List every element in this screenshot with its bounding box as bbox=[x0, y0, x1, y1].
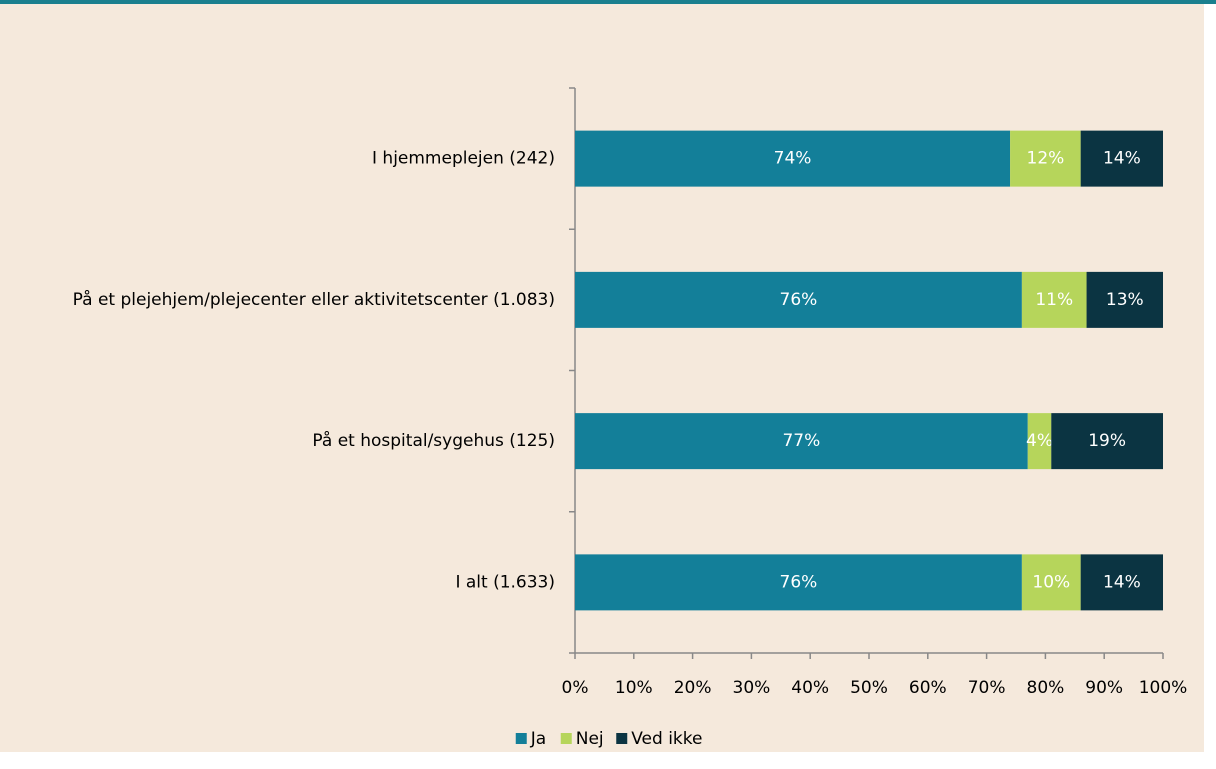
data-label: 10% bbox=[1032, 572, 1070, 592]
data-label: 14% bbox=[1103, 572, 1141, 592]
y-tick-label: I hjemmeplejen (242) bbox=[372, 149, 555, 169]
x-tick-label: 90% bbox=[1085, 678, 1123, 698]
data-label: 77% bbox=[782, 431, 820, 451]
bar-segment bbox=[1021, 554, 1081, 611]
data-label: 4% bbox=[1026, 431, 1053, 451]
x-tick-label: 40% bbox=[791, 678, 829, 698]
x-tick-label: 10% bbox=[615, 678, 653, 698]
data-label: 74% bbox=[774, 149, 812, 169]
bar-segment bbox=[1021, 271, 1087, 328]
data-label: 19% bbox=[1088, 431, 1126, 451]
y-tick-label: I alt (1.633) bbox=[455, 572, 555, 592]
data-label: 76% bbox=[780, 572, 818, 592]
bar-segment bbox=[1086, 271, 1163, 328]
legend-swatch bbox=[515, 733, 527, 744]
data-label: 12% bbox=[1027, 149, 1065, 169]
legend-swatch bbox=[616, 733, 628, 744]
x-tick-label: 70% bbox=[968, 678, 1006, 698]
top-border bbox=[0, 0, 1216, 4]
bar-segment bbox=[575, 271, 1022, 328]
bar-segment bbox=[1051, 413, 1163, 470]
bar-segment bbox=[1010, 130, 1081, 187]
bar-segment bbox=[575, 413, 1028, 470]
legend-swatch bbox=[560, 733, 572, 744]
x-tick-label: 50% bbox=[850, 678, 888, 698]
data-label: 14% bbox=[1103, 149, 1141, 169]
bar-segment bbox=[1080, 554, 1163, 611]
bar-segment bbox=[575, 130, 1011, 187]
x-tick-label: 0% bbox=[562, 678, 589, 698]
data-label: 11% bbox=[1035, 290, 1073, 310]
x-tick-label: 20% bbox=[674, 678, 712, 698]
data-label: 76% bbox=[780, 290, 818, 310]
legend-label: Ja bbox=[530, 729, 546, 749]
x-tick-label: 80% bbox=[1027, 678, 1065, 698]
x-tick-label: 100% bbox=[1139, 678, 1188, 698]
data-label: 13% bbox=[1106, 290, 1144, 310]
y-tick-label: På et plejehjem/plejecenter eller aktivi… bbox=[73, 289, 555, 310]
legend-label: Nej bbox=[576, 729, 604, 749]
y-tick-label: På et hospital/sygehus (125) bbox=[312, 430, 555, 451]
bar-segment bbox=[575, 554, 1022, 611]
bar-segment bbox=[1080, 130, 1163, 187]
x-tick-label: 30% bbox=[733, 678, 771, 698]
x-tick-label: 60% bbox=[909, 678, 947, 698]
legend-label: Ved ikke bbox=[631, 729, 702, 749]
bar-segment bbox=[1027, 413, 1052, 470]
background bbox=[0, 0, 1204, 752]
